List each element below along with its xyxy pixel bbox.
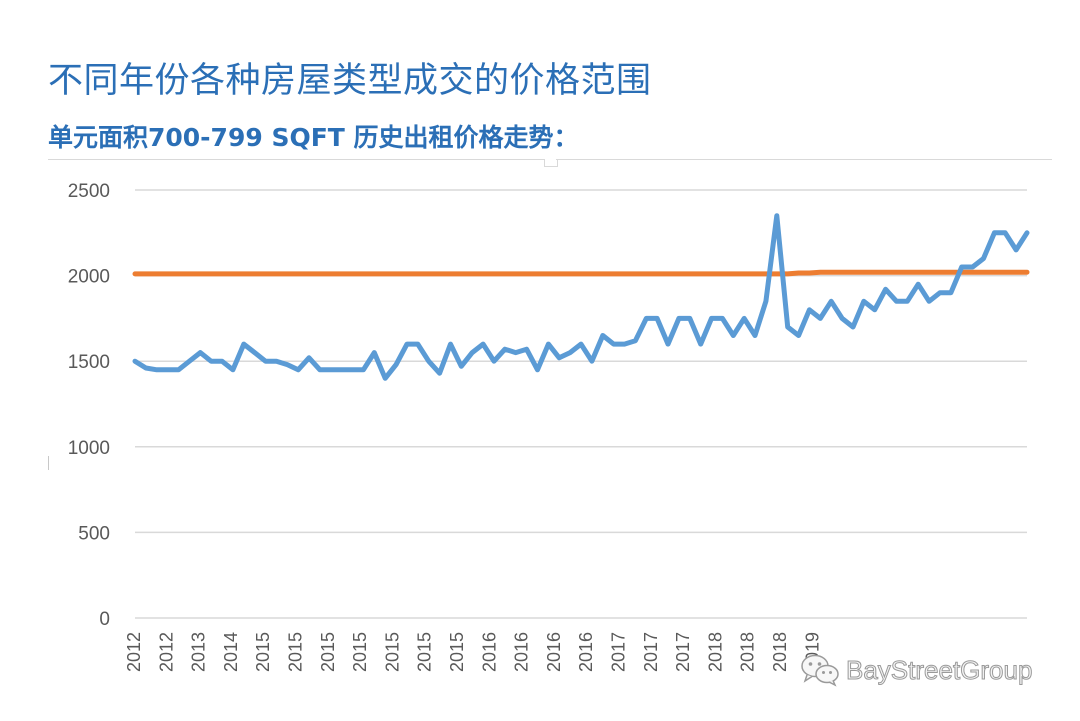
x-tick-label: 2015	[447, 632, 467, 672]
x-tick-label: 2016	[576, 632, 596, 672]
frame-divider-left	[48, 159, 544, 160]
x-tick-label: 2015	[415, 632, 435, 672]
gridlines	[135, 189, 1027, 619]
y-tick-label: 1500	[68, 352, 110, 373]
x-tick-label: 2018	[705, 632, 725, 672]
y-tick-label: 2000	[68, 267, 110, 288]
x-tick-label: 2012	[156, 632, 176, 672]
x-tick-label: 2012	[124, 632, 144, 672]
series-line-rent-price	[132, 213, 1030, 381]
x-tick-label: 2016	[544, 632, 564, 672]
frame-edge-mark	[48, 456, 49, 470]
page-subtitle: 单元面积700-799 SQFT 历史出租价格走势：	[48, 123, 579, 152]
page-title: 不同年份各种房屋类型成交的价格范围	[48, 61, 652, 101]
x-tick-label: 2017	[641, 632, 661, 672]
frame-notch	[544, 159, 558, 167]
x-tick-label: 2016	[479, 632, 499, 672]
y-tick-label: 1000	[68, 438, 110, 459]
y-tick-label: 500	[78, 523, 110, 544]
x-tick-label: 2015	[350, 632, 370, 672]
x-tick-label: 2015	[286, 632, 306, 672]
x-tick-label: 2015	[318, 632, 338, 672]
series-lines	[132, 213, 1030, 381]
x-tick-label: 2015	[382, 632, 402, 672]
x-tick-label: 2016	[512, 632, 532, 672]
series-line-reference	[132, 269, 1030, 277]
wechat-icon	[800, 653, 840, 687]
x-tick-label: 2017	[609, 632, 629, 672]
x-axis-tick-labels: 2012 2012 2013 2014 2015 2015 2015 2015 2015 2015…	[124, 632, 822, 672]
y-axis-tick-labels: 0 500 1000 1500 2000 2500	[68, 181, 110, 630]
frame-divider-right	[556, 159, 1052, 160]
y-tick-label: 0	[99, 609, 110, 630]
x-tick-label: 2018	[738, 632, 758, 672]
x-tick-label: 2013	[189, 632, 209, 672]
x-tick-label: 2017	[673, 632, 693, 672]
y-tick-label: 2500	[68, 181, 110, 202]
x-tick-label: 2014	[221, 632, 241, 672]
x-tick-label: 2018	[770, 632, 790, 672]
watermark: BayStreetGroup	[800, 652, 1033, 688]
watermark-text: BayStreetGroup	[845, 654, 1033, 685]
x-tick-label: 2015	[253, 632, 273, 672]
